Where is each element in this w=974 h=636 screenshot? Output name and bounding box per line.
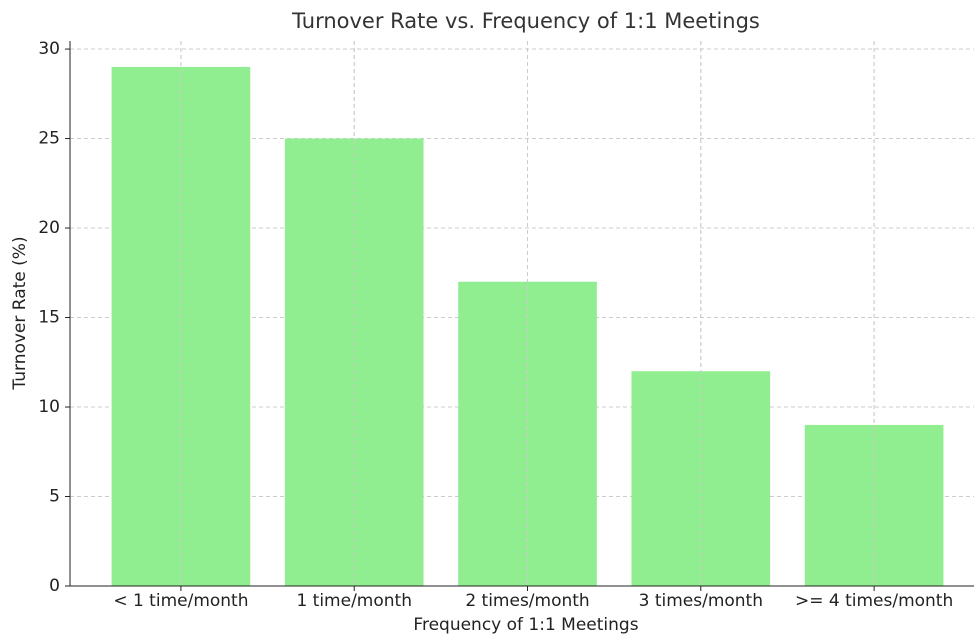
y-tick-label: 15 — [38, 308, 60, 328]
x-tick-label: 1 time/month — [296, 591, 412, 611]
y-tick-label: 25 — [38, 129, 60, 149]
y-tick-label: 20 — [38, 218, 60, 238]
x-tick-label: 3 times/month — [639, 591, 763, 611]
x-tick-label: < 1 time/month — [113, 591, 248, 611]
x-tick-label: 2 times/month — [465, 591, 589, 611]
y-tick-label: 10 — [38, 397, 60, 417]
chart-title: Turnover Rate vs. Frequency of 1:1 Meeti… — [291, 9, 760, 33]
y-tick-label: 0 — [49, 576, 60, 596]
bar — [111, 66, 251, 586]
x-axis-label: Frequency of 1:1 Meetings — [413, 615, 638, 635]
x-tick-label: >= 4 times/month — [795, 591, 953, 611]
y-tick-label: 30 — [38, 39, 60, 59]
y-axis-label: Turnover Rate (%) — [10, 236, 30, 390]
y-tick-label: 5 — [49, 487, 60, 507]
